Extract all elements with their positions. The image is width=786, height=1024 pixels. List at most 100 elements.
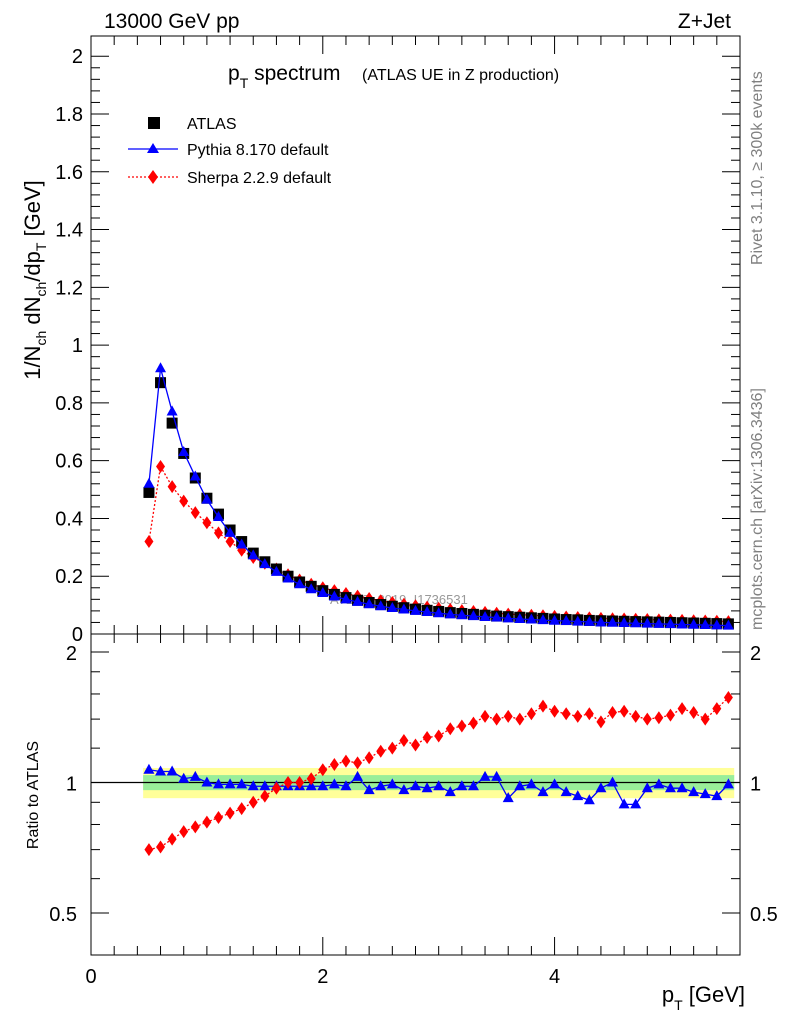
main-pythia-point [560, 615, 572, 625]
main-pythia-point [711, 619, 723, 630]
ratio-pythia-point [328, 778, 340, 789]
main-y-tick-label: 0.6 [55, 451, 83, 473]
main-y-axis: 0 0.2 0.4 0.6 0.8 1 1.2 1.4 1.6 1.8 2 [55, 46, 740, 646]
rivet-side-label: Rivet 3.1.10, ≥ 300k events [749, 71, 766, 265]
main-pythia-point [607, 616, 619, 627]
main-pythia-point [722, 619, 734, 630]
ratio-pythia-point [653, 778, 665, 789]
main-pythia-point [618, 617, 630, 628]
legend-pythia-label: Pythia 8.170 default [187, 142, 329, 159]
ratio-sherpa-point [665, 708, 675, 722]
main-series-layer [143, 362, 734, 630]
ratio-pythia-point [444, 786, 456, 797]
ratio-pythia-point [317, 780, 329, 791]
main-pythia-point [212, 511, 224, 521]
main-y-tick-label: 0.4 [55, 508, 83, 530]
plot-title: pT spectrum [228, 62, 340, 91]
main-sherpa-point [202, 516, 212, 530]
main-y-tick-label: 0.2 [55, 566, 83, 588]
main-pythia-point [502, 612, 514, 623]
ratio-sherpa-point [237, 802, 247, 816]
main-sherpa-point [144, 535, 154, 549]
ratio-sherpa-point [445, 722, 455, 736]
ratio-sherpa-point [631, 709, 641, 723]
ratio-sherpa-point [190, 820, 200, 834]
main-pythia-point [294, 578, 306, 589]
main-pythia-point [537, 614, 549, 625]
ratio-sherpa-point [677, 702, 687, 716]
legend-sherpa-marker [148, 170, 158, 184]
ratio-sherpa-point [202, 815, 212, 829]
ratio-pythia-point [630, 798, 642, 809]
main-sherpa-point [190, 506, 200, 520]
plot-title-rest: spectrum [248, 62, 340, 85]
ratio-sherpa-point [318, 763, 328, 777]
ratio-sherpa-point [538, 699, 548, 713]
main-sherpa-point [225, 535, 235, 549]
ratio-pythia-point [549, 778, 561, 789]
main-pythia-point [247, 549, 259, 560]
ratio-pythia-point [583, 794, 595, 805]
ratio-sherpa-point [376, 744, 386, 758]
ratio-pythia-point [618, 798, 630, 809]
main-pythia-point [479, 610, 491, 621]
ratio-sherpa-point [399, 733, 409, 747]
main-pythia-point [363, 598, 375, 609]
main-pythia-point [259, 558, 271, 569]
main-y-tick-label: 1.4 [55, 220, 83, 242]
main-pythia-point [236, 538, 248, 549]
main-atlas-point [143, 486, 155, 498]
ratio-pythia-point [537, 786, 549, 797]
main-y-tick-label: 0.8 [55, 393, 83, 415]
ratio-pythia-point [711, 790, 723, 801]
ratio-pythia-point [560, 786, 572, 797]
ratio-sherpa-point [283, 775, 293, 789]
ratio-y-tick-label-right: 0.5 [750, 904, 778, 926]
ratio-sherpa-point [364, 751, 374, 765]
ratio-sherpa-point [561, 707, 571, 721]
main-atlas-point [166, 417, 178, 429]
ratio-sherpa-point [156, 840, 166, 854]
main-pythia-point [583, 615, 595, 626]
ratio-pythia-point [305, 780, 317, 791]
ratio-sherpa-point [492, 712, 502, 726]
x-axis: 0 2 4 [85, 36, 741, 988]
ratio-pythia-point [641, 782, 653, 793]
ratio-sherpa-point [457, 719, 467, 733]
main-pythia-point [224, 526, 236, 537]
main-y-tick-label: 2 [72, 46, 83, 68]
ratio-y-tick-label: 2 [66, 643, 77, 665]
main-pythia-point [375, 600, 387, 611]
energy-label: 13000 GeV pp [104, 10, 239, 33]
ratio-sherpa-point [225, 806, 235, 820]
ratio-pythia-point [699, 788, 711, 799]
main-pythia-point [549, 614, 561, 625]
main-pythia-point [386, 602, 398, 612]
ratio-y-axis-label: Ratio to ATLAS [25, 741, 42, 849]
ratio-sherpa-point [619, 704, 629, 718]
ratio-sherpa-point [341, 754, 351, 768]
x-tick-label: 0 [85, 966, 96, 988]
process-label: Z+Jet [678, 10, 731, 33]
ratio-sherpa-point [271, 781, 281, 795]
ratio-sherpa-point [573, 709, 583, 723]
legend-pythia-marker [147, 143, 159, 153]
ratio-sherpa-point [434, 729, 444, 743]
main-pythia-point [201, 493, 213, 504]
ratio-sherpa-point [596, 715, 606, 729]
main-sherpa-point [156, 459, 166, 473]
ratio-sherpa-point [213, 811, 223, 825]
main-pythia-point [688, 618, 700, 629]
legend-atlas-marker [148, 117, 160, 129]
ratio-pythia-point [363, 784, 375, 795]
main-atlas-point [155, 377, 167, 389]
ratio-pythia-point [502, 792, 514, 803]
ratio-pythia-point [688, 786, 700, 797]
main-pythia-point [514, 612, 526, 623]
ratio-pythia-point [595, 782, 607, 793]
ratio-y-axis: 0.5 0.5 1 1 2 2 [49, 643, 778, 926]
legend-sherpa-label: Sherpa 2.2.9 default [187, 170, 332, 187]
main-pythia-point [467, 610, 479, 621]
ratio-sherpa-point [295, 775, 305, 789]
